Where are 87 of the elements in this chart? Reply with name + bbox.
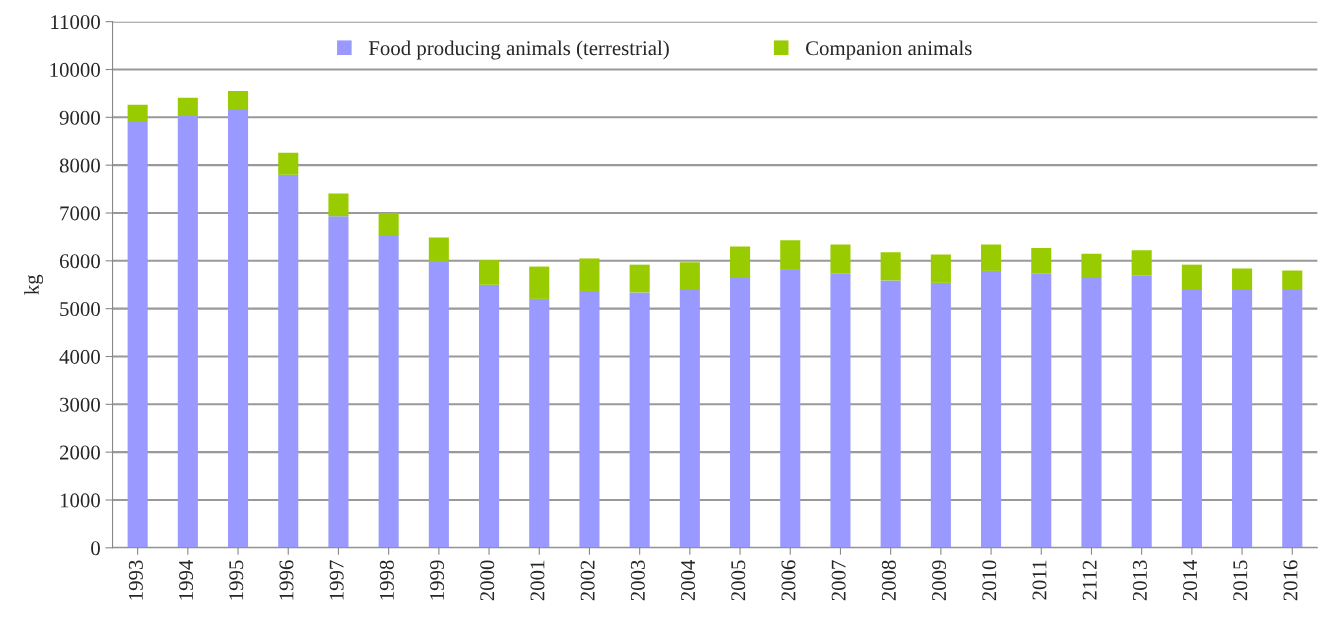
bar [880,280,901,548]
x-tick-label: 1996 [279,560,294,600]
x-tick-label: 1994 [179,559,194,600]
y-tick-label: 11000 [51,15,100,30]
y-tick-label: 3000 [60,397,100,412]
bar [378,235,399,548]
bar [1081,253,1102,279]
bar [1232,268,1253,290]
y-tick-label: 5000 [60,302,100,317]
bar [127,120,148,548]
bar [1181,289,1202,548]
bar [278,174,299,548]
bar [228,109,249,548]
bar [930,282,951,548]
x-tick-label: 2006 [781,560,796,601]
x-tick-label: 2011 [1032,560,1047,600]
y-tick-label: 8000 [59,158,100,173]
x-tick-label: 2000 [480,560,495,601]
bar [1282,289,1303,548]
bar [228,91,249,110]
x-tick-label: 2009 [932,560,947,601]
bar [579,290,600,548]
bar [679,289,700,548]
y-tick-label: 7000 [60,206,100,221]
bar [1131,275,1152,548]
x-tick-label: 1999 [430,560,445,600]
x-tick-label: 1997 [329,560,344,600]
bar [378,212,399,236]
y-tick-label: 0 [91,541,100,556]
x-tick-label: 2015 [1233,560,1248,601]
bar [930,254,951,283]
y-tick-label: 4000 [59,349,100,364]
x-tick-label: 2013 [1132,560,1147,601]
bar [981,270,1002,548]
bar [1232,289,1253,548]
x-tick-label: 2002 [580,560,595,601]
x-tick-label: 2008 [881,560,896,601]
x-tick-label: 1998 [379,560,394,600]
bar [780,269,801,548]
bar [177,114,198,548]
bar [1131,250,1152,276]
x-tick-label: 2016 [1283,560,1298,601]
bar [1031,273,1052,548]
x-tick-label: 2003 [630,560,645,601]
bar [679,262,700,290]
bar [529,266,550,299]
bar [328,193,349,217]
bar [479,284,500,548]
bar [579,258,600,291]
bar [730,246,751,278]
bar [428,261,449,548]
bar [428,237,449,262]
legend-label: Food producing animals (terrestrial) [368,40,669,60]
bar [830,244,851,274]
x-tick-label: 1995 [229,560,244,600]
bar [730,277,751,548]
x-tick-label: 2005 [731,560,746,601]
bar [479,260,500,285]
bar [981,244,1002,271]
bar [780,240,801,270]
bar [328,216,349,548]
x-tick-label: 2004 [681,559,696,601]
bar [880,252,901,281]
bar [629,292,650,548]
bar [1181,264,1202,290]
x-tick-label: 2007 [831,560,846,601]
y-axis-title: kg [24,274,44,295]
bar [529,298,550,548]
y-tick-label: 2000 [59,445,100,460]
x-tick-label: 2014 [1183,559,1198,601]
bar [830,273,851,548]
y-tick-label: 9000 [59,110,100,125]
bar [278,152,299,175]
x-tick-label: 2112 [1082,560,1097,600]
bar [1282,270,1303,290]
x-tick-label: 2010 [982,560,997,601]
bar [1031,247,1052,274]
bar [177,97,198,115]
bar [1081,278,1102,548]
bar [629,264,650,293]
x-tick-label: 1993 [128,560,143,600]
y-tick-label: 1000 [60,493,100,508]
y-tick-label: 10000 [50,62,100,77]
legend-label: Companion animals [806,40,972,60]
bar [127,104,148,121]
x-tick-label: 2001 [530,560,545,601]
y-tick-label: 6000 [59,254,100,269]
